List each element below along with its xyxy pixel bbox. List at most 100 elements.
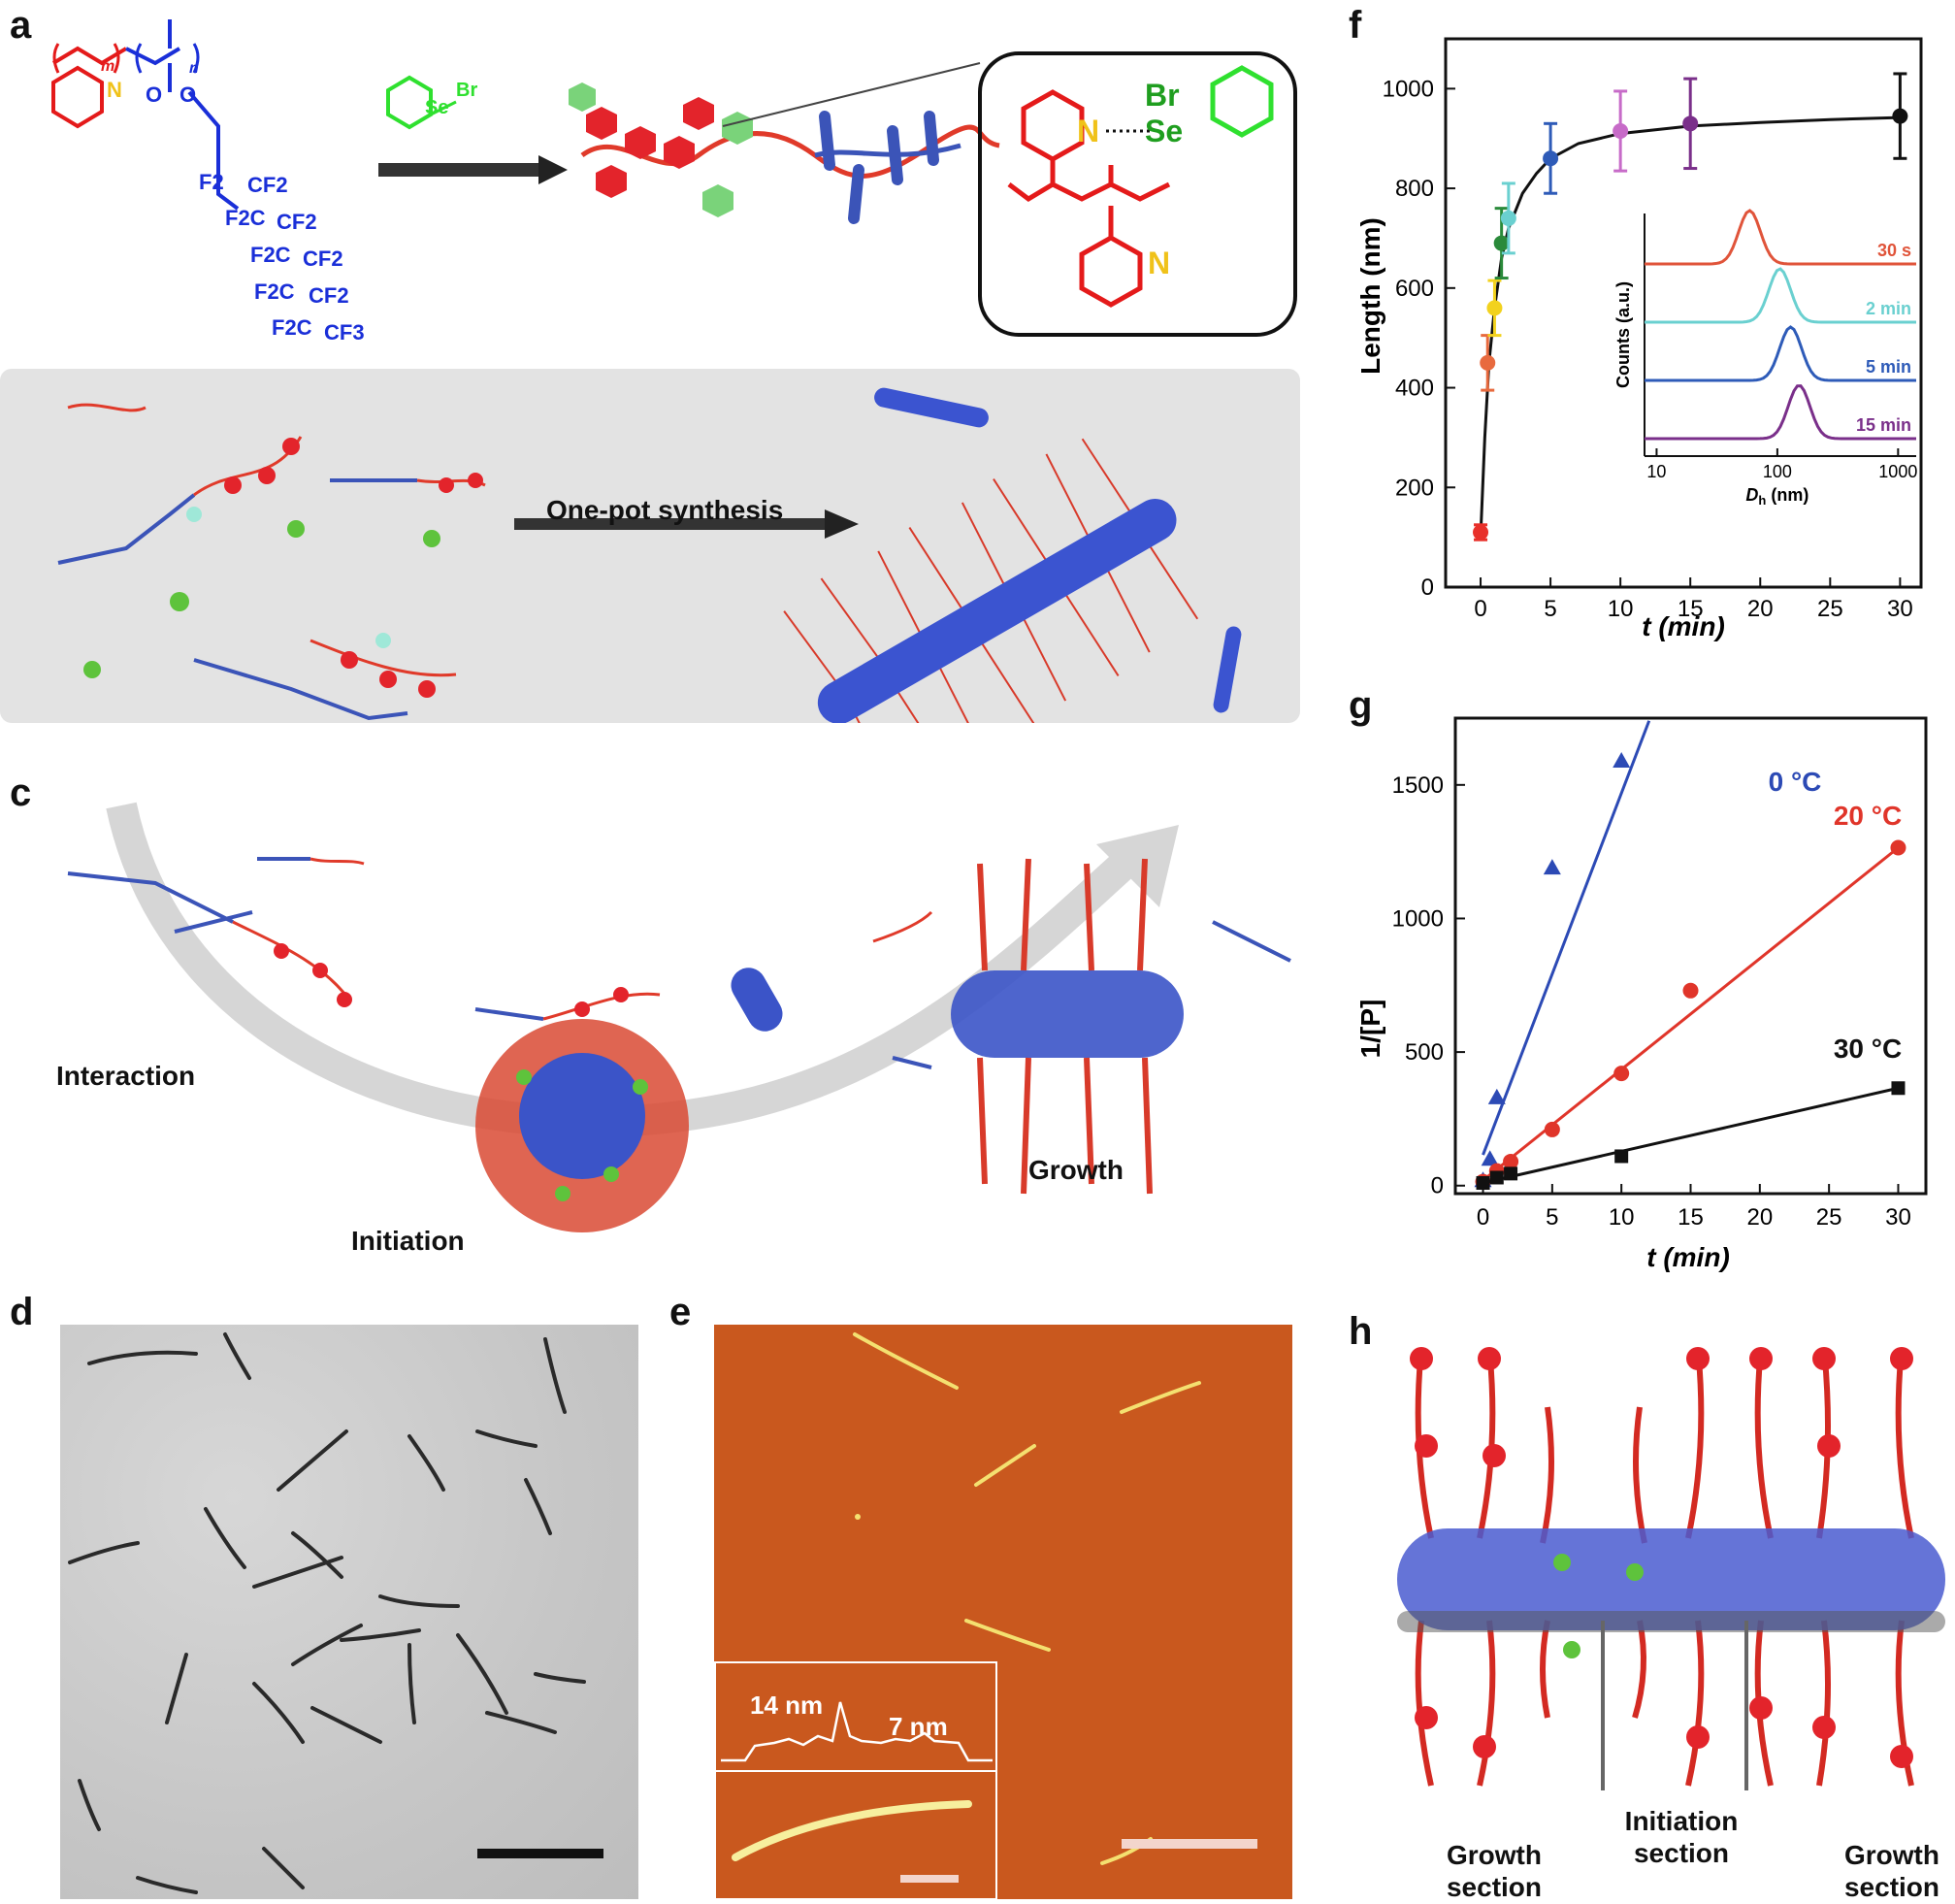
panel-letter-f: f [1349, 4, 1362, 47]
label-m: m [101, 58, 115, 75]
chart-g-ylabel: 1/[P] [1355, 1000, 1385, 1059]
label-pyridine-n: N [107, 78, 122, 102]
chart-f-xtick-label: 25 [1817, 596, 1843, 622]
chart-g-xtick-label: 30 [1885, 1204, 1911, 1231]
chart-f-xlabel: t (min) [1642, 611, 1725, 641]
fluoro-cf2-3: CF2 [303, 246, 343, 271]
chart-f-point [1613, 123, 1629, 140]
chart-f-point [1682, 115, 1699, 132]
panel-letter-a: a [10, 4, 32, 47]
afm-image-rods [853, 1332, 1257, 1865]
chart-f-inset-xtick-label: 1000 [1878, 462, 1917, 481]
chart-g-series-label: 30 °C [1834, 1034, 1902, 1064]
chart-g-frame [1453, 716, 1928, 1196]
chart-f-ytick-label: 200 [1395, 475, 1434, 501]
chart-g-point [1614, 1149, 1629, 1164]
stage-growth-label: Growth [1028, 1155, 1124, 1185]
chart-f-point [1480, 354, 1496, 371]
chart-g-point [1504, 1166, 1518, 1181]
panel-letter-d: d [10, 1291, 34, 1333]
chart-g-series-label: 20 °C [1834, 801, 1902, 831]
fluoro-f2c-1: F2C [225, 206, 266, 230]
chart-f-inset-xtick-label: 10 [1646, 462, 1666, 481]
fluoro-f2c-2: F2C [250, 243, 291, 267]
label-carbonyl-o: O [146, 82, 163, 107]
chart-f-frame [1444, 37, 1923, 589]
chart-g-xlabel: t (min) [1646, 1242, 1730, 1272]
chart-f-ytick-label: 600 [1395, 276, 1434, 302]
fluoro-cf2-2: CF2 [277, 210, 317, 234]
chart-g-point [1543, 859, 1561, 875]
fluoro-f2c-4: F2C [272, 315, 312, 340]
chart-f-xtick-label: 0 [1474, 596, 1486, 622]
chart-g-point [1613, 1066, 1630, 1082]
chart-g-xtick-label: 25 [1816, 1204, 1842, 1231]
chart-f-fit-curve [1479, 115, 1901, 538]
fluoro-cf2-1: CF2 [247, 173, 288, 197]
inset-n-label: N [1077, 114, 1100, 148]
chart-f-inset-curve [1645, 267, 1916, 324]
chart-g-point [1481, 1150, 1499, 1166]
chart-g-ytick-label: 1000 [1392, 905, 1444, 932]
chart-g-point [1682, 982, 1699, 999]
label-n: n [189, 60, 199, 77]
chart-f-ytick-label: 0 [1421, 574, 1434, 601]
chart-f-ytick-label: 400 [1395, 376, 1434, 402]
panel-letter-c: c [10, 771, 32, 814]
chart-f-length-vs-time: Length (nm) t (min) 0 5 10 15 20 25 30 0 200 400 6… [1355, 37, 1923, 641]
chart-g-fit-line [1482, 720, 1651, 1156]
inset-se-label: Se [1145, 114, 1184, 148]
chart-g-xtick-label: 15 [1678, 1204, 1704, 1231]
chart-f-inset-curve [1645, 325, 1916, 382]
chart-f-xtick-label: 10 [1608, 596, 1634, 622]
chart-g-point [1476, 1175, 1490, 1190]
chart-f-inset-curve [1645, 384, 1916, 441]
chart-g-fit-line [1483, 1086, 1899, 1185]
chart-f-point [1486, 300, 1503, 316]
panel-letter-h: h [1349, 1310, 1373, 1353]
chart-g-point [1891, 1081, 1906, 1096]
chart-g-xtick-label: 0 [1477, 1204, 1489, 1231]
chart-f-xlabel-group: t (min) [1642, 611, 1725, 641]
stage-initiation-label: Initiation [351, 1226, 465, 1256]
panel-b-scheme [57, 387, 1242, 723]
chart-g-inverse-concentration: 1/[P] t (min) 0 5 10 15 20 25 30 0 500 1000 1500 0 … [1355, 716, 1928, 1272]
chart-f-ytick-label: 1000 [1383, 76, 1434, 102]
chart-f-inset-curve [1645, 209, 1916, 266]
chart-g-ytick-label: 0 [1431, 1173, 1444, 1199]
chart-f-point [1493, 235, 1510, 251]
chart-g-point [1503, 1153, 1519, 1169]
tem-micrograph [60, 1325, 638, 1899]
chart-f-ylabel: Length (nm) [1355, 217, 1385, 375]
chart-g-ytick-label: 500 [1405, 1039, 1444, 1066]
fluoro-cf2-4: CF2 [309, 283, 349, 308]
chart-f-xtick-label: 30 [1887, 596, 1913, 622]
stage-interaction-label: Interaction [56, 1061, 196, 1091]
chart-f-point [1892, 108, 1908, 124]
profile-label-7nm: 7 nm [889, 1712, 948, 1741]
chart-f-inset-curve-label: 30 s [1877, 241, 1911, 260]
panel-letter-g: g [1349, 684, 1373, 727]
chart-f-xtick-label: 20 [1747, 596, 1774, 622]
afm-image [714, 1325, 1292, 1899]
chart-f-point [1543, 150, 1559, 167]
chart-g-point [1487, 1088, 1506, 1104]
chart-f-inset-xtick-label: 100 [1763, 462, 1792, 481]
chart-f-inset-ylabel: Counts (a.u.) [1613, 281, 1633, 388]
panel-a-scheme [51, 19, 1297, 337]
reagent-br-label: Br [456, 80, 478, 101]
label-ester-o: O [179, 82, 197, 107]
afm-inset: 14 nm 7 nm [714, 1661, 997, 1900]
chart-f-ytick-label: 800 [1395, 176, 1434, 202]
chart-f-inset-curve-label: 15 min [1856, 415, 1911, 435]
profile-label-14nm: 14 nm [750, 1691, 824, 1720]
chart-g-ytick-label: 1500 [1392, 772, 1444, 799]
chart-g-series-label: 0 °C [1769, 767, 1822, 797]
afm-height-profile-bg [716, 1663, 995, 1772]
chart-g-point [1613, 752, 1631, 769]
chart-f-point [1500, 210, 1516, 226]
chart-f-xtick-label: 15 [1678, 596, 1704, 622]
tem-micrograph-rods [68, 1332, 603, 1894]
chart-f-inset-xlabel: Dh (nm) [1745, 485, 1808, 508]
panel-c-scheme [67, 802, 1291, 1232]
